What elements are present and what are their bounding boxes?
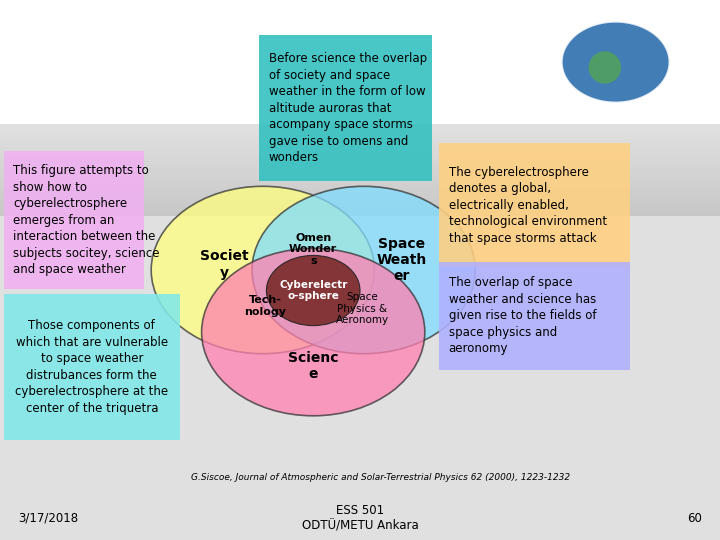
Text: Tech-
nology: Tech- nology: [244, 295, 286, 317]
Text: Space
Weath
er: Space Weath er: [377, 237, 427, 284]
Text: This figure attempts to
show how to
cyberelectrosphere
emerges from an
interacti: This figure attempts to show how to cybe…: [13, 164, 159, 276]
Circle shape: [202, 248, 425, 416]
Text: Omen
Wonder
s: Omen Wonder s: [289, 233, 338, 266]
FancyBboxPatch shape: [4, 294, 180, 440]
Text: Before science the overlap
of society and space
weather in the form of low
altit: Before science the overlap of society an…: [269, 52, 427, 164]
Circle shape: [266, 255, 360, 326]
Text: 3/17/2018: 3/17/2018: [18, 512, 78, 525]
Text: The overlap of space
weather and science has
given rise to the fields of
space p: The overlap of space weather and science…: [449, 276, 596, 355]
FancyBboxPatch shape: [439, 262, 630, 370]
Circle shape: [151, 186, 374, 354]
Text: Scienc
e: Scienc e: [288, 351, 338, 381]
Text: Cyberelectr
o-sphere: Cyberelectr o-sphere: [279, 280, 347, 301]
Text: 60: 60: [687, 512, 702, 525]
Text: ESS 501
ODTÜ/METU Ankara: ESS 501 ODTÜ/METU Ankara: [302, 504, 418, 533]
Text: Those components of
which that are vulnerable
to space weather
distrubances form: Those components of which that are vulne…: [15, 320, 168, 415]
Text: Societ
y: Societ y: [200, 249, 249, 280]
Text: Space
Physics &
Aeronomy: Space Physics & Aeronomy: [336, 292, 389, 326]
FancyBboxPatch shape: [0, 0, 720, 151]
FancyBboxPatch shape: [259, 35, 432, 181]
Text: The cyberelectrosphere
denotes a global,
electrically enabled,
technological env: The cyberelectrosphere denotes a global,…: [449, 166, 607, 245]
Circle shape: [252, 186, 475, 354]
FancyBboxPatch shape: [4, 151, 144, 289]
Text: G.Siscoe, Journal of Atmospheric and Solar-Terrestrial Physics 62 (2000), 1223-1: G.Siscoe, Journal of Atmospheric and Sol…: [191, 474, 570, 482]
Ellipse shape: [588, 51, 621, 84]
FancyBboxPatch shape: [439, 143, 630, 267]
Circle shape: [562, 22, 670, 103]
